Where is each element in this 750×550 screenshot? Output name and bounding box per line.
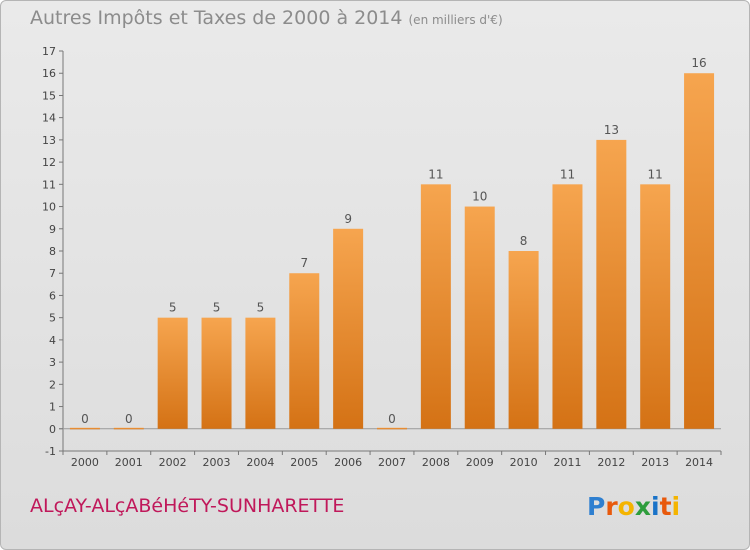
bar (684, 73, 715, 429)
y-tick-label: 8 (49, 245, 56, 258)
y-tick-label: 0 (49, 423, 56, 436)
bar (289, 273, 320, 429)
y-tick-label: 11 (42, 178, 56, 191)
x-tick-label: 2007 (378, 456, 406, 469)
x-tick-label: 2009 (466, 456, 494, 469)
data-label: 5 (169, 301, 177, 315)
y-tick-label: 12 (42, 156, 56, 169)
y-tick-label: 7 (49, 267, 56, 280)
x-tick-label: 2013 (641, 456, 669, 469)
x-tick-labels: 2000 2001 2002 2003 2004 2005 2006 2007 2008 2009… (71, 456, 713, 469)
y-tick-label: 9 (49, 223, 56, 236)
title-row: Autres Impôts et Taxes de 2000 à 2014 (en… (30, 7, 503, 29)
y-tick-label: 2 (49, 378, 56, 391)
data-label: 7 (300, 256, 308, 270)
x-tick-label: 2002 (159, 456, 187, 469)
bar (113, 427, 144, 430)
bar (157, 317, 188, 429)
data-label: 0 (125, 412, 133, 426)
brand-logo: Proxiti (587, 492, 680, 521)
data-label: 0 (81, 412, 89, 426)
data-labels: 0 0 5 5 5 7 9 0 11 10 8 11 13 11 16 (81, 56, 707, 426)
data-label: 10 (472, 190, 487, 204)
x-tick-label: 2006 (334, 456, 362, 469)
y-tick-label: 4 (49, 334, 56, 347)
bar (377, 427, 407, 430)
y-tick-label: 13 (42, 134, 56, 147)
x-tick-label: 2012 (597, 456, 625, 469)
y-tick-label: 6 (49, 289, 56, 302)
brand-letter: r (605, 492, 618, 521)
bar (333, 228, 364, 429)
data-label: 5 (213, 301, 221, 315)
chart-title: Autres Impôts et Taxes de 2000 à 2014 (30, 7, 403, 29)
x-tick-label: 2011 (553, 456, 581, 469)
y-tick-label: 16 (42, 67, 56, 80)
x-tick-label: 2004 (246, 456, 274, 469)
x-tick-label: 2005 (290, 456, 318, 469)
y-tick-label: 10 (42, 201, 56, 214)
data-label: 8 (520, 234, 528, 248)
brand-letter: t (659, 492, 672, 521)
x-tick-label: 2010 (510, 456, 538, 469)
bar (201, 317, 232, 429)
brand-letter: i (671, 492, 681, 521)
x-tick-label: 2000 (71, 456, 99, 469)
bar (596, 139, 627, 429)
brand-letter: P (587, 492, 606, 521)
bar (69, 427, 100, 430)
data-label: 11 (428, 167, 443, 181)
chart-unit: (en milliers d'€) (408, 13, 503, 27)
y-tick-label: 3 (49, 356, 56, 369)
y-tick-label: -1 (45, 445, 56, 458)
data-label: 16 (691, 56, 706, 70)
data-label: 11 (560, 167, 575, 181)
brand-letter: x (634, 492, 651, 521)
bar (464, 206, 495, 429)
data-label: 13 (604, 123, 619, 137)
y-tick-label: 14 (42, 112, 56, 125)
x-tick-label: 2001 (115, 456, 143, 469)
data-label: 5 (257, 301, 265, 315)
data-label: 11 (648, 167, 663, 181)
bar (640, 184, 671, 429)
bar (508, 251, 539, 429)
bar (245, 317, 276, 429)
bars (69, 73, 715, 430)
data-label: 0 (388, 412, 396, 426)
x-tick-label: 2014 (685, 456, 713, 469)
data-label: 9 (344, 212, 352, 226)
y-tick-label: 17 (42, 45, 56, 58)
commune-name: ALçAY-ALçABéHéTY-SUNHARETTE (30, 495, 345, 517)
x-tick-label: 2008 (422, 456, 450, 469)
y-tick-label: 15 (42, 89, 56, 102)
y-tick-label: 5 (49, 312, 56, 325)
y-tick-label: 1 (49, 401, 56, 414)
x-tick-label: 2003 (203, 456, 231, 469)
brand-letter: o (617, 492, 635, 521)
bar (552, 184, 583, 429)
brand-letter: i (651, 492, 660, 521)
bar (420, 184, 451, 429)
